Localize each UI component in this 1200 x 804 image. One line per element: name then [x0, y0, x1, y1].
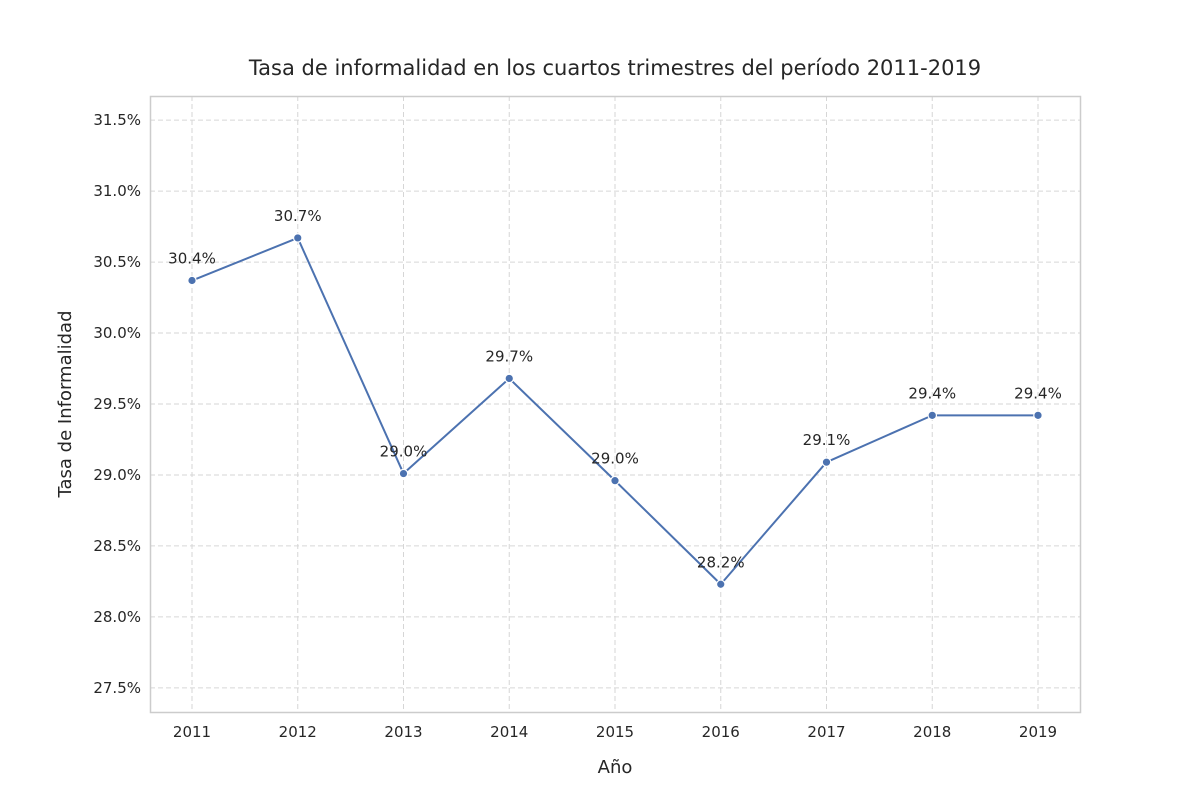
- axis-ticks: 2011 2012 2013 2014 2015 2016 2017 2018 2019 27.5…: [93, 111, 1057, 741]
- data-label: 29.4%: [908, 384, 956, 402]
- data-point: [187, 275, 197, 286]
- y-tick-label: 31.0%: [93, 182, 141, 200]
- x-tick-label: 2013: [384, 723, 422, 741]
- data-label: 29.7%: [485, 347, 533, 365]
- y-tick-label: 29.5%: [93, 395, 141, 413]
- x-tick-label: 2019: [1019, 723, 1057, 741]
- data-point: [504, 373, 515, 384]
- y-tick-label: 27.5%: [93, 679, 141, 697]
- data-point: [821, 457, 832, 467]
- x-tick-label: 2015: [596, 723, 634, 741]
- y-tick-label: 30.0%: [93, 324, 141, 342]
- data-point: [398, 468, 409, 479]
- chart-title: Tasa de informalidad en los cuartos trim…: [248, 56, 981, 80]
- grid-lines: [150, 96, 1080, 712]
- data-label: 30.4%: [168, 250, 216, 268]
- y-tick-label: 28.5%: [93, 537, 141, 555]
- y-tick-label: 30.5%: [93, 253, 141, 271]
- data-point: [1033, 410, 1043, 421]
- data-point: [292, 233, 303, 243]
- x-tick-label: 2014: [490, 723, 528, 741]
- data-label: 29.0%: [380, 443, 428, 461]
- data-labels: 30.4% 30.7% 29.0% 29.7% 29.0% 28.2% 29.1% 29.4%…: [168, 207, 1062, 571]
- x-tick-label: 2018: [913, 723, 951, 741]
- y-tick-label: 31.5%: [93, 111, 141, 129]
- plot-frame: [149, 95, 1082, 714]
- data-label: 28.2%: [697, 553, 745, 571]
- data-label: 30.7%: [274, 207, 322, 225]
- series-layer: [187, 233, 1043, 590]
- data-point: [715, 579, 726, 590]
- data-label: 29.0%: [591, 450, 639, 468]
- x-tick-label: 2011: [173, 723, 211, 741]
- x-tick-label: 2012: [279, 723, 317, 741]
- y-tick-label: 29.0%: [93, 466, 141, 484]
- data-label: 29.1%: [803, 431, 851, 449]
- data-label: 29.4%: [1014, 384, 1062, 402]
- data-point: [927, 410, 938, 421]
- y-tick-label: 28.0%: [93, 608, 141, 626]
- data-point: [610, 475, 620, 486]
- x-tick-label: 2016: [702, 723, 740, 741]
- y-axis-label: Tasa de Informalidad: [55, 311, 76, 499]
- x-axis-label: Año: [598, 757, 633, 778]
- x-tick-label: 2017: [807, 723, 845, 741]
